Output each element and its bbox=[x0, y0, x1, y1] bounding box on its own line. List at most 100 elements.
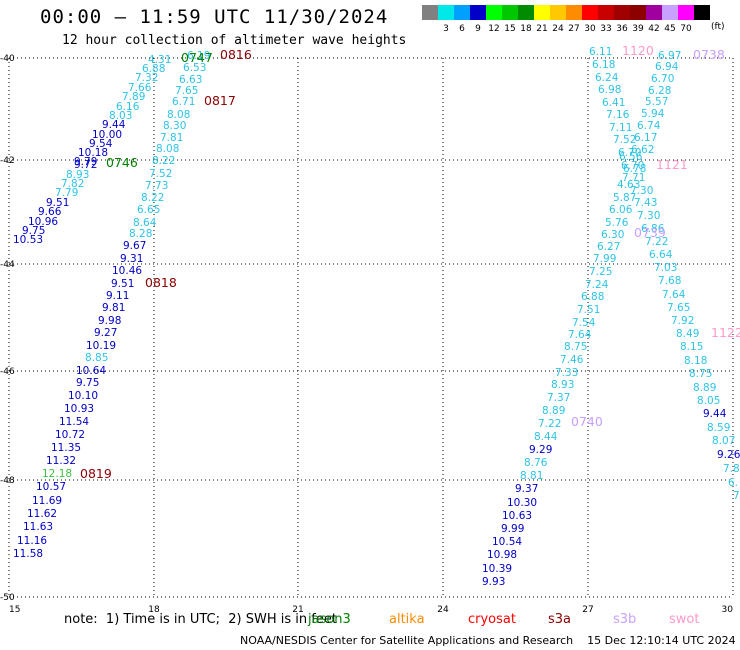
color-scale-swatch bbox=[438, 5, 454, 20]
color-scale-label: 18 bbox=[520, 24, 532, 34]
wave-height-value: 8.28 bbox=[129, 228, 152, 240]
wave-height-value: 7.16 bbox=[606, 109, 630, 121]
color-scale-swatch bbox=[534, 5, 550, 20]
map-subtitle: 12 hour collection of altimeter wave hei… bbox=[62, 33, 407, 48]
legend-jason3: jason3 bbox=[308, 612, 351, 627]
color-scale-swatch bbox=[486, 5, 502, 20]
wave-height-value: 7.30 bbox=[637, 210, 660, 222]
wave-height-value: 6.88 bbox=[142, 63, 165, 75]
latitude-label: -44 bbox=[0, 260, 15, 270]
color-scale-label: 12 bbox=[488, 24, 500, 34]
wave-height-value: 11.58 bbox=[13, 548, 43, 560]
legend-s3a: s3a bbox=[548, 612, 572, 627]
wave-height-value: 9.79 bbox=[74, 156, 97, 168]
longitude-label: 15 bbox=[9, 605, 20, 615]
wave-height-value: 7.32 bbox=[135, 72, 158, 84]
color-scale-swatch bbox=[694, 5, 710, 20]
footnote: note: 1) Time is in UTC; 2) SWH is in fe… bbox=[64, 612, 337, 627]
wave-height-value: 10.96 bbox=[28, 216, 58, 228]
color-scale-label: 24 bbox=[552, 24, 564, 34]
wave-height-value: 6.27 bbox=[597, 241, 620, 253]
wave-height-value: 9.75 bbox=[22, 225, 45, 237]
color-scale-swatch bbox=[646, 5, 662, 20]
wave-height-value: 8.18 bbox=[684, 355, 707, 367]
wave-height-value: 8.44 bbox=[534, 431, 558, 443]
wave-height-value: 10.98 bbox=[487, 549, 517, 561]
wave-height-value: 7.65 bbox=[667, 302, 690, 314]
color-scale-swatch bbox=[582, 5, 598, 20]
wave-height-value: 8.07 bbox=[712, 435, 735, 447]
wave-height-value: 8.75 bbox=[689, 368, 712, 380]
wave-height-value: 10.39 bbox=[482, 563, 512, 575]
pass-time-label: 0740 bbox=[571, 414, 603, 429]
wave-height-value: 7.46 bbox=[560, 354, 584, 366]
wave-height-value: 7.22 bbox=[538, 418, 561, 430]
pass-time-label: 0816 bbox=[220, 47, 252, 62]
wave-height-value: 7 bbox=[733, 490, 740, 502]
wave-height-value: 7.99 bbox=[593, 253, 616, 265]
wave-height-value: 7.68 bbox=[658, 275, 681, 287]
pass-time-label: 0739 bbox=[634, 225, 666, 240]
wave-height-value: 6.98 bbox=[598, 84, 621, 96]
wave-height-value: 10.63 bbox=[502, 510, 532, 522]
wave-height-value: 7.89 bbox=[122, 91, 145, 103]
wave-height-value: 5.76 bbox=[605, 217, 629, 229]
wave-height-value: 9.66 bbox=[38, 206, 62, 218]
wave-height-value: 7.24 bbox=[585, 279, 609, 291]
wave-height-value: 9.29 bbox=[529, 444, 552, 456]
color-scale-swatch bbox=[550, 5, 566, 20]
wave-height-value: 6.78 bbox=[623, 163, 646, 175]
latitude-label: -48 bbox=[0, 476, 15, 486]
color-scale-label: 27 bbox=[568, 24, 580, 34]
pass-time-labels: 0816 0747 0817 0746 0818 0819 1120 0738 1121 0739… bbox=[80, 43, 740, 481]
latitude-label: -40 bbox=[0, 54, 15, 64]
wave-height-value: 9.37 bbox=[515, 483, 538, 495]
wave-height-value: 6.24 bbox=[595, 72, 619, 84]
wave-height-value: 8.93 bbox=[551, 379, 574, 391]
wave-height-value: 6.62 bbox=[631, 144, 654, 156]
color-scale-swatch bbox=[614, 5, 630, 20]
wave-height-value: 8.15 bbox=[680, 341, 703, 353]
wave-height-value: 6.70 bbox=[621, 160, 644, 172]
wave-height-value: 8.30 bbox=[163, 120, 186, 132]
wave-height-value: 7.33 bbox=[555, 367, 578, 379]
wave-height-value: 11.35 bbox=[51, 442, 81, 454]
wave-height-value: 8.05 bbox=[697, 395, 720, 407]
color-scale-swatch bbox=[662, 5, 678, 20]
wave-height-value: 9.11 bbox=[106, 290, 129, 302]
wave-height-value: 7.03 bbox=[654, 262, 677, 274]
wave-height-value: 10.18 bbox=[78, 147, 108, 159]
map-title: 00:00 — 11:59 UTC 11/30/2024 bbox=[40, 6, 389, 28]
color-scale-label: 33 bbox=[600, 24, 612, 34]
wave-height-value: 6.70 bbox=[618, 147, 641, 159]
color-scale-label: 70 bbox=[680, 24, 692, 34]
wave-height-value: 10.64 bbox=[76, 365, 106, 377]
color-scale-swatch bbox=[454, 5, 470, 20]
wave-height-value: 6. bbox=[728, 477, 738, 489]
color-scale-label: 30 bbox=[584, 24, 596, 34]
wave-height-value: 8.22 bbox=[141, 192, 164, 204]
wave-height-value: 6.70 bbox=[651, 73, 674, 85]
wave-height-value: 11.32 bbox=[46, 455, 76, 467]
wave-height-value: 10.00 bbox=[92, 129, 122, 141]
wave-height-value: 4.63 bbox=[617, 179, 640, 191]
wave-height-value: 9.99 bbox=[501, 523, 524, 535]
wave-height-value: 7.51 bbox=[577, 304, 600, 316]
pass-time-label: 0818 bbox=[145, 275, 177, 290]
wave-height-value: 8.08 bbox=[167, 109, 190, 121]
wave-height-value: 10.54 bbox=[492, 536, 522, 548]
wave-height-value: 6.71 bbox=[172, 96, 195, 108]
color-scale-swatch bbox=[678, 5, 694, 20]
wave-height-value: 9.44 bbox=[703, 408, 727, 420]
latitude-label: -46 bbox=[0, 367, 15, 377]
wave-height-value: 7.11 bbox=[609, 122, 632, 134]
wave-height-value: 10.19 bbox=[86, 340, 116, 352]
wave-height-value: 9.75 bbox=[76, 377, 99, 389]
longitude-label: 18 bbox=[148, 605, 160, 615]
wave-height-value: 6.63 bbox=[179, 74, 202, 86]
wave-height-value: 5.57 bbox=[645, 96, 668, 108]
wave-height-value: 6.64 bbox=[649, 249, 673, 261]
wave-height-value: 5.87 bbox=[613, 192, 636, 204]
legend-s3b: s3b bbox=[613, 612, 637, 627]
